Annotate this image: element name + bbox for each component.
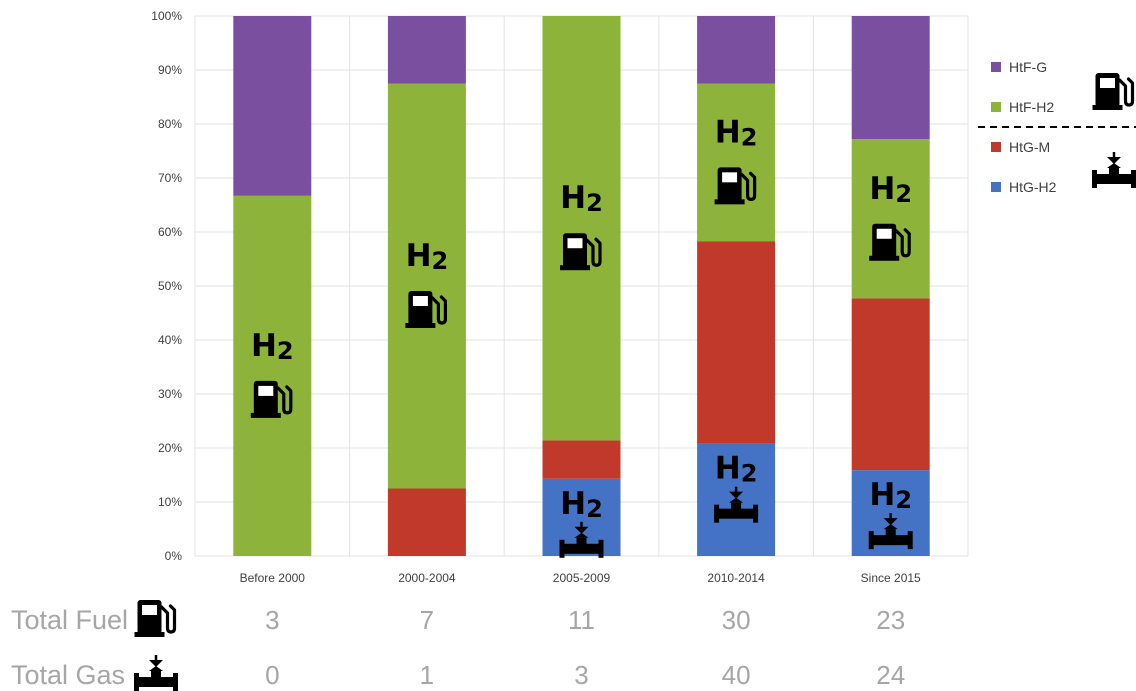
y-tick-label: 80% (158, 117, 182, 131)
legend-label-htg-m: HtG-M (1009, 139, 1050, 155)
bar-h2-label: H2 (715, 451, 758, 488)
y-tick-label: 10% (158, 495, 182, 509)
total-value: 23 (876, 605, 905, 635)
x-tick-label: Before 2000 (240, 571, 306, 585)
bar-htf-g-2000-2004 (387, 16, 466, 84)
fuel-pump-icon (1090, 71, 1135, 112)
total-value: 7 (420, 605, 434, 635)
bar-h2-label: H2 (406, 238, 449, 275)
bar-htf-h2-2005-2009 (542, 16, 621, 441)
y-tick-label: 0% (165, 549, 183, 563)
legend-label-htg-h2: HtG-H2 (1009, 179, 1057, 195)
total-value: 11 (568, 605, 595, 635)
bar-h2-label: H2 (560, 180, 603, 217)
total-value: 3 (265, 605, 279, 635)
x-tick-label: 2010-2014 (707, 571, 765, 585)
total-value: 24 (876, 660, 905, 690)
bar-htg-m-2000-2004 (387, 488, 466, 556)
x-tick-label: Since 2015 (861, 571, 921, 585)
legend-swatch-htf-g (991, 62, 1001, 72)
bar-htf-h2-since-2015 (851, 139, 930, 299)
bar-htg-m-2005-2009 (542, 440, 621, 479)
bar-h2-label: H2 (869, 171, 912, 208)
legend-swatch-htg-h2 (991, 182, 1001, 192)
y-tick-label: 40% (158, 333, 182, 347)
total-value: 40 (722, 660, 751, 690)
x-tick-label: 2005-2009 (553, 571, 611, 585)
y-tick-label: 70% (158, 171, 182, 185)
y-tick-label: 20% (158, 441, 182, 455)
total-value: 30 (722, 605, 751, 635)
gas-pipeline-icon (1090, 150, 1136, 190)
fuel-pump-icon (132, 598, 177, 639)
total-row-label: Total Fuel (11, 605, 128, 635)
bar-htg-m-2010-2014 (697, 241, 776, 444)
legend-swatch-htg-m (991, 142, 1001, 152)
bar-htf-g-since-2015 (851, 16, 930, 140)
bar-htf-g-before-2000 (233, 16, 312, 196)
y-tick-label: 30% (158, 387, 182, 401)
legend-label-htf-h2: HtF-H2 (1009, 99, 1054, 115)
total-value: 0 (265, 660, 279, 690)
bar-htg-m-since-2015 (851, 298, 930, 471)
legend-label-htf-g: HtF-G (1009, 59, 1047, 75)
bar-h2-label: H2 (869, 477, 912, 514)
bar-htf-h2-2000-2004 (387, 83, 466, 489)
total-value: 1 (420, 660, 434, 690)
y-tick-label: 60% (158, 225, 182, 239)
bar-htf-h2-2010-2014 (697, 83, 776, 242)
y-tick-label: 50% (158, 279, 182, 293)
total-row-label: Total Gas (11, 660, 125, 690)
bar-htf-g-2010-2014 (697, 16, 776, 84)
bar-h2-label: H2 (560, 486, 603, 523)
bar-h2-label: H2 (251, 328, 294, 365)
total-value: 3 (574, 660, 588, 690)
y-tick-label: 90% (158, 63, 182, 77)
y-tick-label: 100% (151, 9, 182, 23)
gas-pipeline-icon (132, 653, 180, 691)
bar-htf-h2-before-2000 (233, 195, 312, 556)
bar-h2-label: H2 (715, 114, 758, 151)
x-tick-label: 2000-2004 (398, 571, 456, 585)
legend-swatch-htf-h2 (991, 102, 1001, 112)
